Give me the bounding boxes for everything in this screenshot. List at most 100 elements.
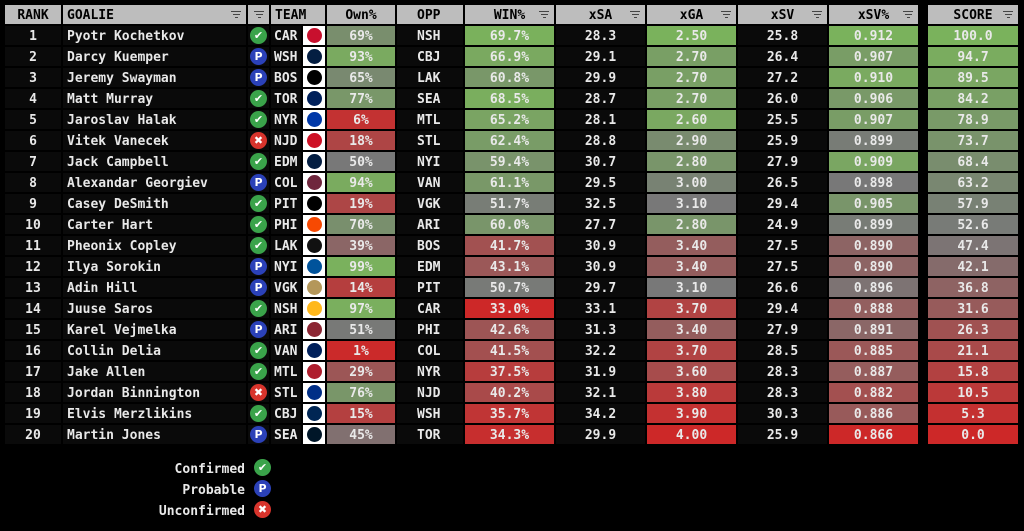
- goalie-name[interactable]: Pheonix Copley: [62, 235, 247, 256]
- header-team[interactable]: TEAM: [270, 4, 326, 25]
- table-row[interactable]: 16 Collin Delia ✔ VAN 1% COL 41.5% 32.2 3.70 28.5…: [4, 340, 1020, 361]
- xsvp-value: 0.896: [828, 277, 919, 298]
- header-score-label: SCORE: [953, 8, 993, 23]
- table-row[interactable]: 8 Alexandar Georgiev P COL 94% VAN 61.1% 29.5 3.…: [4, 172, 1020, 193]
- goalie-name[interactable]: Karel Vejmelka: [62, 319, 247, 340]
- filter-icon[interactable]: [721, 9, 731, 19]
- confirmed-status-icon: ✔: [250, 216, 267, 233]
- score-value: 47.4: [927, 235, 1019, 256]
- table-row[interactable]: 6 Vitek Vanecek ✖ NJD 18% STL 62.4% 28.8 2.90 25.…: [4, 130, 1020, 151]
- team-logo: [302, 298, 326, 319]
- rank-cell: 11: [4, 235, 62, 256]
- win-pct: 34.3%: [464, 424, 555, 445]
- goalie-name[interactable]: Alexandar Georgiev: [62, 172, 247, 193]
- goalie-name[interactable]: Juuse Saros: [62, 298, 247, 319]
- goalie-name[interactable]: Jack Campbell: [62, 151, 247, 172]
- table-row[interactable]: 18 Jordan Binnington ✖ STL 76% NJD 40.2% 32.1 3.…: [4, 382, 1020, 403]
- goalie-name[interactable]: Matt Murray: [62, 88, 247, 109]
- filter-icon[interactable]: [231, 9, 241, 19]
- xsa-value: 30.9: [555, 235, 646, 256]
- goalie-name[interactable]: Jeremy Swayman: [62, 67, 247, 88]
- legend-label: Confirmed: [174, 462, 245, 477]
- header-xsa[interactable]: xSA: [555, 4, 646, 25]
- filter-icon[interactable]: [630, 9, 640, 19]
- team-logo-icon: [306, 385, 322, 400]
- goalie-name[interactable]: Collin Delia: [62, 340, 247, 361]
- header-opp[interactable]: OPP: [396, 4, 464, 25]
- probable-status-icon: P: [250, 69, 267, 86]
- team-logo: [302, 340, 326, 361]
- goalie-name[interactable]: Martin Jones: [62, 424, 247, 445]
- table-row[interactable]: 13 Adin Hill P VGK 14% PIT 50.7% 29.7 3.10 26.6 0.…: [4, 277, 1020, 298]
- header-status-filter[interactable]: [247, 4, 270, 25]
- legend-item-unconfirmed: Unconfirmed ✖: [0, 501, 271, 522]
- goalie-name[interactable]: Jordan Binnington: [62, 382, 247, 403]
- win-pct: 65.2%: [464, 109, 555, 130]
- goalie-name[interactable]: Ilya Sorokin: [62, 256, 247, 277]
- goalie-name[interactable]: Jaroslav Halak: [62, 109, 247, 130]
- column-gap: [919, 235, 927, 256]
- table-row[interactable]: 11 Pheonix Copley ✔ LAK 39% BOS 41.7% 30.9 3.40 2…: [4, 235, 1020, 256]
- goalie-name[interactable]: Casey DeSmith: [62, 193, 247, 214]
- rank-cell: 8: [4, 172, 62, 193]
- xsvp-value: 0.890: [828, 256, 919, 277]
- table-row[interactable]: 9 Casey DeSmith ✔ PIT 19% VGK 51.7% 32.5 3.10 29.…: [4, 193, 1020, 214]
- column-gap: [919, 298, 927, 319]
- header-rank[interactable]: RANK: [4, 4, 62, 25]
- rank-cell: 19: [4, 403, 62, 424]
- rank-cell: 18: [4, 382, 62, 403]
- filter-icon[interactable]: [254, 9, 264, 19]
- header-xga[interactable]: xGA: [646, 4, 737, 25]
- table-row[interactable]: 4 Matt Murray ✔ TOR 77% SEA 68.5% 28.7 2.70 26.0 0…: [4, 88, 1020, 109]
- xsa-value: 29.9: [555, 424, 646, 445]
- header-win[interactable]: WIN%: [464, 4, 555, 25]
- table-row[interactable]: 20 Martin Jones P SEA 45% TOR 34.3% 29.9 4.00 25.…: [4, 424, 1020, 445]
- table-row[interactable]: 14 Juuse Saros ✔ NSH 97% CAR 33.0% 33.1 3.70 29.4…: [4, 298, 1020, 319]
- table-row[interactable]: 1 Pyotr Kochetkov ✔ CAR 69% NSH 69.7% 28.3 2.50 2…: [4, 25, 1020, 46]
- goalie-name[interactable]: Elvis Merzlikins: [62, 403, 247, 424]
- goalie-name[interactable]: Darcy Kuemper: [62, 46, 247, 67]
- table-row[interactable]: 15 Karel Vejmelka P ARI 51% PHI 42.6% 31.3 3.40 2…: [4, 319, 1020, 340]
- header-xsv[interactable]: xSV: [737, 4, 828, 25]
- xsvp-value: 0.912: [828, 25, 919, 46]
- table-row[interactable]: 19 Elvis Merzlikins ✔ CBJ 15% WSH 35.7% 34.2 3.9…: [4, 403, 1020, 424]
- filter-icon[interactable]: [1003, 9, 1013, 19]
- header-score[interactable]: SCORE: [927, 4, 1019, 25]
- unconfirmed-status-icon: ✖: [254, 501, 271, 518]
- table-row[interactable]: 7 Jack Campbell ✔ EDM 50% NYI 59.4% 30.7 2.80 27.…: [4, 151, 1020, 172]
- xsvp-value: 0.906: [828, 88, 919, 109]
- team-logo: [302, 235, 326, 256]
- filter-icon[interactable]: [539, 9, 549, 19]
- team-logo-icon: [306, 427, 322, 442]
- table-row[interactable]: 10 Carter Hart ✔ PHI 70% ARI 60.0% 27.7 2.80 24.9…: [4, 214, 1020, 235]
- filter-icon[interactable]: [903, 9, 913, 19]
- team-abbr: ARI: [270, 319, 302, 340]
- table-row[interactable]: 2 Darcy Kuemper P WSH 93% CBJ 66.9% 29.1 2.70 26.…: [4, 46, 1020, 67]
- goalie-name[interactable]: Adin Hill: [62, 277, 247, 298]
- team-abbr: NYI: [270, 256, 302, 277]
- legend-item-confirmed: Confirmed ✔: [0, 459, 271, 480]
- team-abbr: VGK: [270, 277, 302, 298]
- xga-value: 3.40: [646, 235, 737, 256]
- xga-value: 2.70: [646, 88, 737, 109]
- xsvp-value: 0.887: [828, 361, 919, 382]
- table-row[interactable]: 17 Jake Allen ✔ MTL 29% NYR 37.5% 31.9 3.60 28.3 0…: [4, 361, 1020, 382]
- table-row[interactable]: 5 Jaroslav Halak ✔ NYR 6% MTL 65.2% 28.1 2.60 25.…: [4, 109, 1020, 130]
- xga-value: 2.60: [646, 109, 737, 130]
- status-cell: ✔: [247, 214, 270, 235]
- goalie-name[interactable]: Carter Hart: [62, 214, 247, 235]
- own-pct: 76%: [326, 382, 396, 403]
- header-own[interactable]: Own%: [326, 4, 396, 25]
- table-row[interactable]: 12 Ilya Sorokin P NYI 99% EDM 43.1% 30.9 3.40 27.…: [4, 256, 1020, 277]
- status-cell: ✔: [247, 109, 270, 130]
- goalie-name[interactable]: Vitek Vanecek: [62, 130, 247, 151]
- header-xsvp[interactable]: xSV%: [828, 4, 919, 25]
- goalie-name[interactable]: Jake Allen: [62, 361, 247, 382]
- column-gap: [919, 4, 927, 25]
- filter-icon[interactable]: [812, 9, 822, 19]
- column-gap: [919, 319, 927, 340]
- goalie-name[interactable]: Pyotr Kochetkov: [62, 25, 247, 46]
- table-row[interactable]: 3 Jeremy Swayman P BOS 65% LAK 60.8% 29.9 2.70 27…: [4, 67, 1020, 88]
- header-goalie[interactable]: GOALIE: [62, 4, 247, 25]
- team-logo-icon: [306, 91, 322, 106]
